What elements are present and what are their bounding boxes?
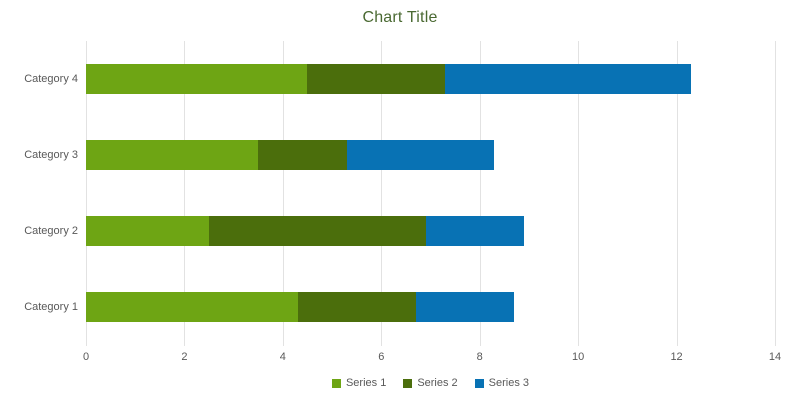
x-tick-label: 0 <box>82 351 90 363</box>
x-tick-label: 10 <box>572 351 585 363</box>
gridline <box>578 41 579 346</box>
bar-segment-2 <box>297 292 416 322</box>
bar-segment-1 <box>86 140 259 170</box>
category-label: Category 4 <box>24 73 78 85</box>
gridline <box>86 41 87 346</box>
bar-segment-3 <box>425 216 524 246</box>
bar-segment-1 <box>86 64 308 94</box>
bar-segment-3 <box>415 292 515 322</box>
legend: Series 1 Series 2 Series 3 <box>86 377 775 389</box>
legend-label: Series 1 <box>345 377 387 389</box>
x-tick-label: 14 <box>768 351 782 363</box>
legend-item: Series 1 <box>331 377 387 389</box>
legend-item: Series 2 <box>403 377 458 389</box>
legend-swatch <box>331 378 341 388</box>
legend-label: Series 2 <box>417 377 458 389</box>
legend-label: Series 3 <box>488 377 530 389</box>
chart-title: Chart Title <box>362 9 438 26</box>
x-tick-label: 12 <box>670 351 683 363</box>
gridline <box>283 41 284 346</box>
x-tick-label: 8 <box>476 351 483 363</box>
bar-segment-1 <box>86 216 210 246</box>
plot-area <box>86 41 776 346</box>
category-label: Category 3 <box>24 149 78 161</box>
x-tick-label: 4 <box>279 351 286 363</box>
bar-segment-3 <box>445 64 692 94</box>
category-label: Category 1 <box>24 301 78 313</box>
gridline <box>184 41 185 346</box>
gridline <box>677 41 678 346</box>
bar-segment-3 <box>346 140 495 170</box>
gridline <box>775 41 776 346</box>
category-label: Category 2 <box>24 225 78 237</box>
gridline <box>480 41 481 346</box>
bar-segment-2 <box>258 140 347 170</box>
x-tick-label: 6 <box>378 351 385 363</box>
legend-swatch <box>403 378 413 388</box>
gridline <box>381 41 382 346</box>
legend-swatch <box>474 378 484 388</box>
x-tick-label: 2 <box>181 351 188 363</box>
bar-segment-1 <box>86 292 298 322</box>
legend-item: Series 3 <box>474 377 530 389</box>
bar-segment-2 <box>307 64 446 94</box>
bar-segment-2 <box>209 216 426 246</box>
